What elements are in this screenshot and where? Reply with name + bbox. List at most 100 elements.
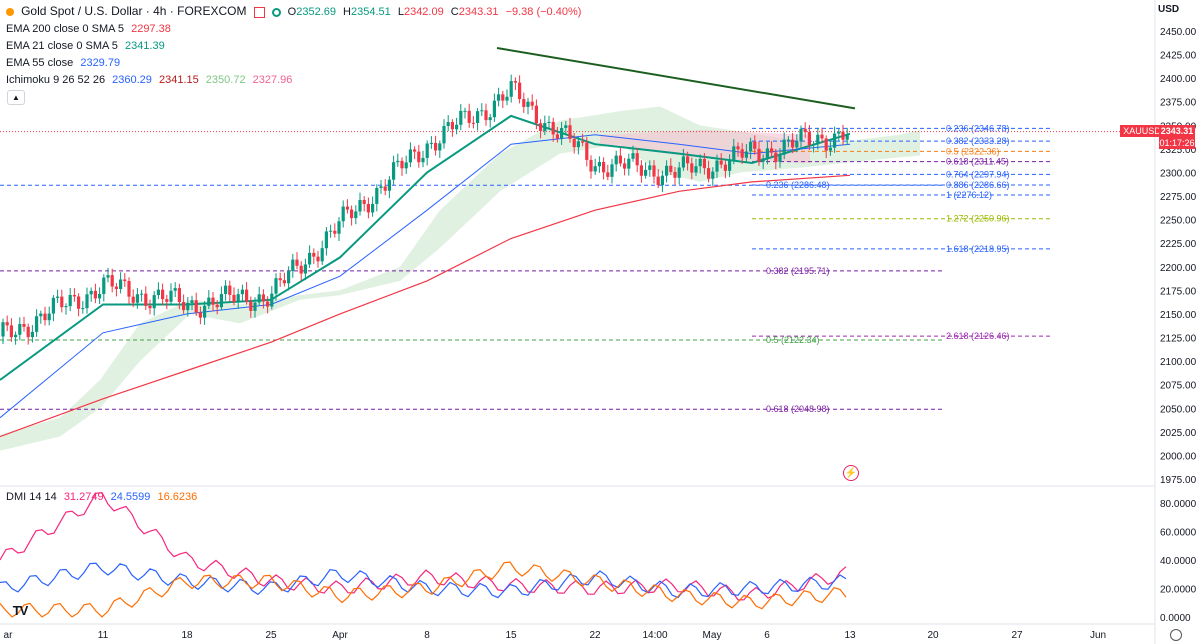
candle-body	[539, 123, 543, 131]
candle-body	[404, 162, 408, 169]
candle-body	[623, 163, 627, 169]
ohlc-c: 2343.31	[458, 6, 499, 18]
currency-label[interactable]: USD	[1158, 4, 1180, 15]
price-tick-label: 2450.00	[1160, 27, 1197, 38]
dmi-value: 16.6236	[157, 491, 198, 503]
candle-body	[358, 199, 362, 212]
candle-body	[564, 125, 568, 128]
ohlc-h: 2354.51	[351, 6, 391, 18]
candle-body	[593, 166, 597, 172]
candle-body	[442, 125, 446, 144]
fib-level-label: 1.272 (2250.96)	[946, 214, 1010, 224]
indicator-ema21[interactable]: EMA 21 close 0 SMA 5 2341.39	[6, 39, 169, 53]
lightning-icon[interactable]: ⚡	[843, 465, 859, 481]
candle-body	[287, 271, 291, 284]
dmi-tick-label: 20.0000	[1160, 585, 1197, 596]
candle-body	[30, 331, 34, 338]
candle-body	[207, 297, 211, 306]
fib-retracement-label: 0.236 (2286.48)	[766, 180, 830, 190]
candle-body	[350, 209, 354, 219]
time-tick-label: 13	[844, 630, 856, 641]
ohlc-l: 2342.09	[403, 6, 444, 18]
candle-body	[161, 289, 165, 300]
candle-body	[669, 165, 673, 172]
candle-body	[156, 289, 160, 296]
candle-body	[68, 294, 72, 307]
candle-body	[505, 96, 509, 101]
dmi-tick-label: 60.0000	[1160, 528, 1197, 539]
candle-body	[450, 122, 454, 130]
candle-body	[245, 289, 249, 302]
settings-icon[interactable]	[271, 7, 281, 17]
price-tick-label: 2375.00	[1160, 98, 1197, 109]
candle-body	[597, 162, 601, 167]
time-tick-label: 18	[181, 630, 193, 641]
candle-body	[190, 300, 194, 303]
price-tick-label: 2175.00	[1160, 286, 1197, 297]
candle-body	[39, 313, 43, 317]
candle-body	[774, 152, 778, 162]
candle-body	[131, 296, 135, 303]
indicator-label: EMA 55 close	[6, 57, 74, 69]
indicator-value: 2327.96	[252, 74, 293, 86]
time-tick-label: May	[703, 630, 722, 641]
last-price-value: 2343.31	[1160, 126, 1194, 136]
fib-retracement-label: 0.382 (2195.71)	[766, 266, 830, 276]
candle-body	[686, 156, 690, 164]
indicator-ichimoku[interactable]: Ichimoku 9 26 52 26 2360.29 2341.15 2350…	[6, 73, 296, 87]
ohlc-l-label: L	[397, 6, 404, 18]
candle-body	[110, 275, 114, 287]
candle-body	[379, 186, 383, 188]
price-tick-label: 2200.00	[1160, 263, 1197, 274]
indicator-label: Ichimoku 9 26 52 26	[6, 74, 106, 86]
candle-body	[446, 122, 450, 126]
dmi-tick-label: 0.0000	[1160, 613, 1191, 624]
candle-body	[610, 164, 614, 177]
candle-body	[320, 248, 324, 262]
indicator-value: 2360.29	[112, 74, 152, 86]
fib-level-label: 0.618 (2311.45)	[946, 157, 1009, 167]
candle-body	[148, 305, 152, 309]
indicator-ema55[interactable]: EMA 55 close 2329.79	[6, 56, 124, 70]
price-series	[0, 46, 856, 438]
ohlc-c-label: C	[450, 6, 459, 18]
time-tick-label: 22	[589, 630, 601, 641]
candle-body	[568, 125, 572, 139]
indicator-ema200[interactable]: EMA 200 close 0 SMA 5 2297.38	[6, 22, 175, 36]
candle-body	[266, 301, 270, 307]
indicator-label: EMA 200 close 0 SMA 5	[6, 23, 125, 35]
candle-body	[560, 127, 564, 139]
candle-body	[211, 297, 215, 305]
candle-body	[715, 160, 719, 172]
symbol-title[interactable]: Gold Spot / U.S. Dollar · 4h · FOREXCOM	[21, 4, 247, 18]
candle-body	[324, 231, 328, 249]
candle-body	[618, 155, 622, 164]
settings-gear-icon[interactable]	[1170, 629, 1182, 641]
candle-body	[408, 149, 412, 163]
candle-body	[64, 306, 68, 308]
candle-body	[581, 141, 585, 143]
candle-body	[413, 149, 417, 152]
price-tick-label: 2125.00	[1160, 334, 1197, 345]
dot-icon	[6, 8, 14, 17]
candle-body	[198, 312, 202, 318]
candle-body	[333, 230, 337, 234]
trendline	[496, 46, 856, 110]
candle-body	[778, 154, 782, 162]
fib-retracement-label: 0.618 (2048.98)	[766, 404, 830, 414]
dmi-tick-label: 80.0000	[1160, 499, 1197, 510]
candle-body	[635, 153, 639, 166]
candle-body	[337, 221, 341, 234]
candle-body	[140, 293, 144, 295]
indicator-value: 2341.15	[158, 74, 199, 86]
last-price-tag: 2343.31 01:17:26	[1159, 125, 1195, 149]
candle-body	[85, 294, 89, 309]
collapse-legend-button[interactable]: ▲	[7, 90, 25, 105]
bell-icon[interactable]	[253, 6, 265, 18]
candle-body	[555, 134, 559, 139]
dmi-legend[interactable]: DMI 14 14 31.2749 24.5599 16.6236	[6, 490, 201, 504]
time-tick-label: 27	[1011, 630, 1023, 641]
candle-body	[656, 176, 660, 186]
